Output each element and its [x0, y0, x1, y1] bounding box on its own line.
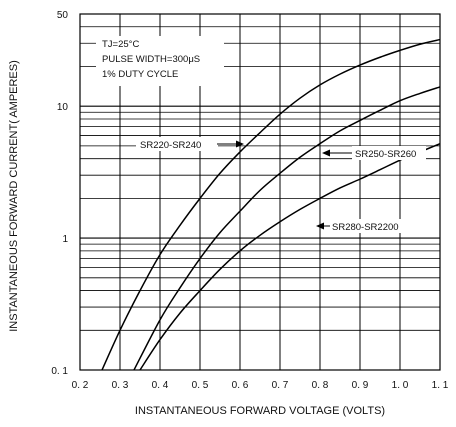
note-tj: TJ=25°C [102, 39, 139, 50]
label-sr250-sr260: SR250-SR260 [322, 146, 426, 160]
y-tick-label: 50 [57, 10, 69, 21]
notes-background [96, 36, 224, 86]
y-tick-label: 1 [62, 234, 68, 245]
x-tick-label: 0. 7 [272, 380, 289, 391]
x-tick-label: 1. 0 [392, 380, 409, 391]
x-tick-label: 0. 2 [72, 380, 89, 391]
x-tick-label: 0. 6 [232, 380, 249, 391]
x-tick-label: 1. 1 [432, 380, 449, 391]
note-pulse-width: PULSE WIDTH=300μS [102, 54, 200, 65]
x-tick-labels: 0. 2 0. 3 0. 4 0. 5 0. 6 0. 7 0. 8 0. 9 1. 0 1. 1 [72, 380, 449, 391]
svg-text:SR280-SR2200: SR280-SR2200 [332, 222, 399, 233]
x-tick-label: 0. 4 [152, 380, 169, 391]
y-axis-title: INSTANTANEOUS FORWARD CURRENT( AMPERES) [8, 60, 20, 332]
svg-text:SR250-SR260: SR250-SR260 [355, 149, 416, 160]
note-duty-cycle: 1% DUTY CYCLE [102, 69, 178, 80]
y-tick-labels: 0. 1 1 10 50 [51, 10, 68, 377]
x-tick-label: 0. 9 [352, 380, 369, 391]
y-tick-label: 0. 1 [51, 366, 68, 377]
label-sr220-sr240: SR220-SR240 [136, 137, 244, 151]
label-sr280-sr2200: SR280-SR2200 [316, 219, 409, 233]
curve-sr280-sr2200 [139, 142, 441, 371]
y-tick-label: 10 [57, 102, 69, 113]
svg-text:SR220-SR240: SR220-SR240 [140, 140, 201, 151]
plot-frame [79, 13, 441, 371]
x-tick-label: 0. 8 [312, 380, 329, 391]
x-tick-label: 0. 5 [192, 380, 209, 391]
x-axis-title: INSTANTANEOUS FORWARD VOLTAGE (VOLTS) [135, 405, 385, 417]
grid [80, 14, 440, 370]
curve-sr250-sr260 [133, 86, 441, 371]
curves [101, 38, 441, 371]
x-tick-label: 0. 3 [112, 380, 129, 391]
curve-sr220-sr240 [101, 38, 441, 371]
